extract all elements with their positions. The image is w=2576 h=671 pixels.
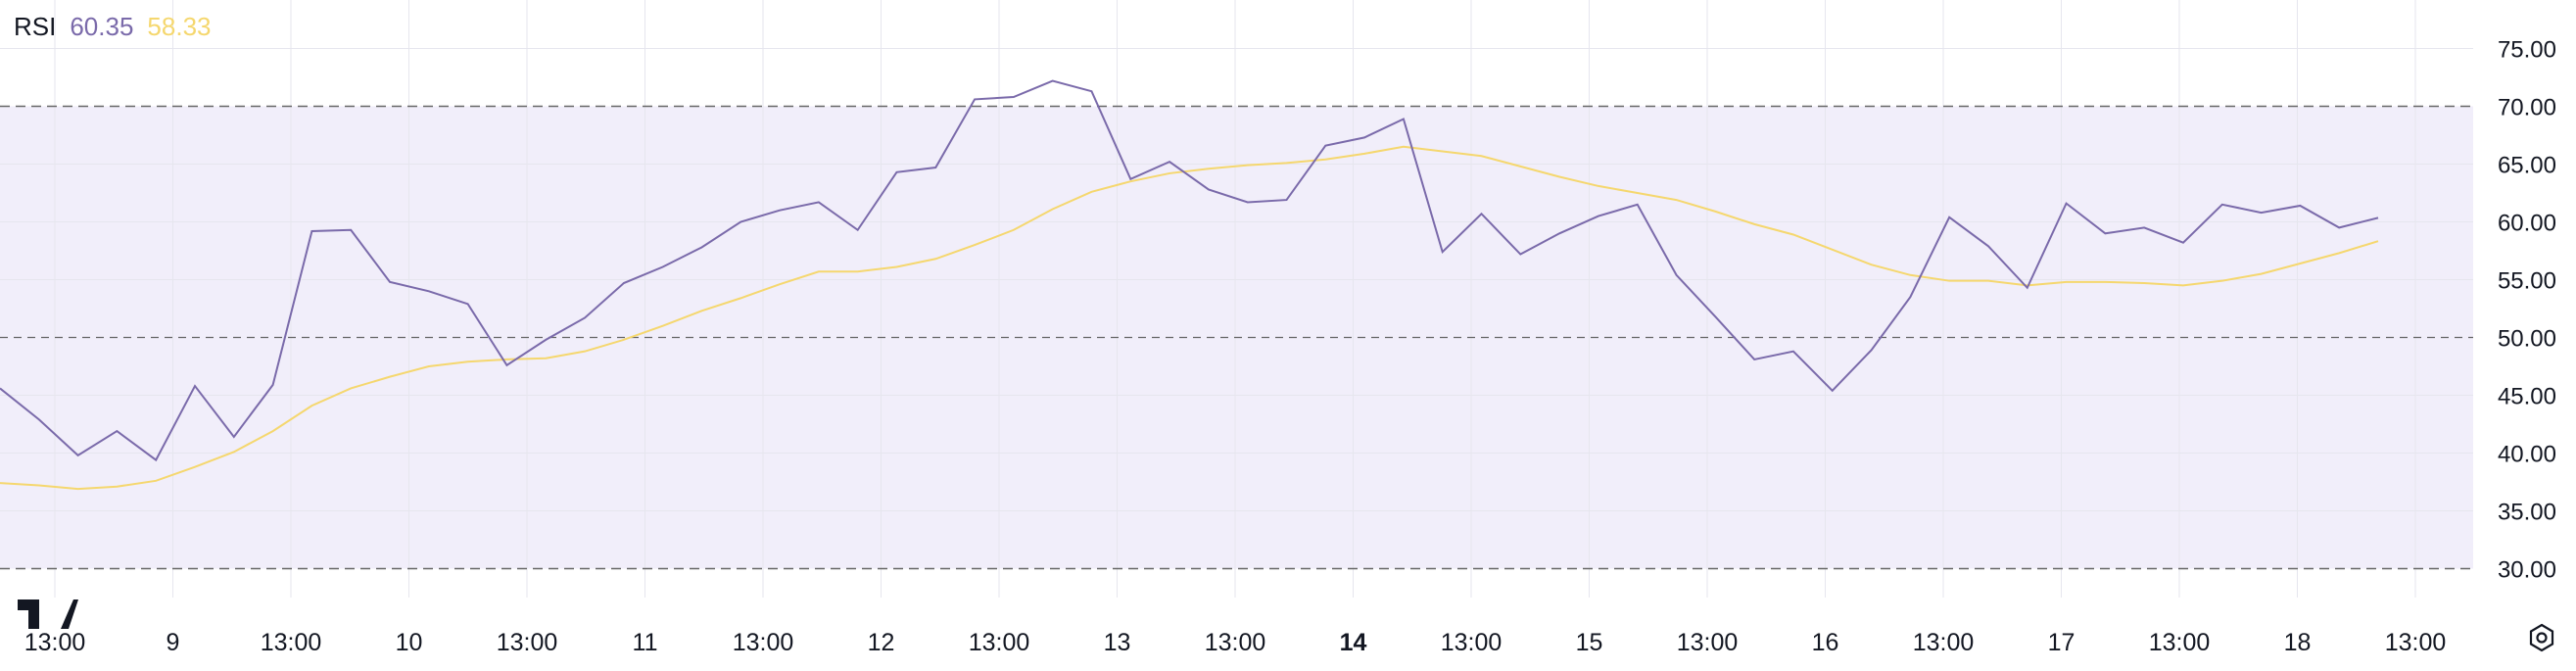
x-tick-label: 13:00 (2385, 629, 2447, 656)
grid-layer (0, 0, 2473, 598)
x-tick-label: 13:00 (1205, 629, 1266, 656)
y-tick-label: 65.00 (2498, 153, 2556, 179)
x-tick-label: 13:00 (497, 629, 558, 656)
legend-indicator-name: RSI (14, 12, 57, 41)
x-tick-label: 13:00 (261, 629, 322, 656)
x-tick-label: 14 (1340, 629, 1367, 656)
y-tick-label: 35.00 (2498, 500, 2556, 526)
y-tick-label: 45.00 (2498, 384, 2556, 410)
legend-rsi-value: 60.35 (70, 12, 134, 41)
x-tick-label: 13:00 (1913, 629, 1975, 656)
x-tick-label: 13:00 (969, 629, 1030, 656)
x-tick-label: 17 (2048, 629, 2075, 656)
x-tick-label: 11 (633, 629, 658, 656)
indicator-legend[interactable]: RSI 60.35 58.33 (14, 12, 212, 42)
x-tick-label: 15 (1576, 629, 1603, 656)
y-tick-label: 70.00 (2498, 95, 2556, 121)
x-tick-label: 18 (2284, 629, 2312, 656)
y-tick-label: 30.00 (2498, 557, 2556, 584)
y-tick-label: 40.00 (2498, 442, 2556, 468)
x-tick-label: 10 (396, 629, 423, 656)
y-tick-label: 50.00 (2498, 326, 2556, 353)
x-tick-label: 13:00 (2149, 629, 2211, 656)
x-tick-label: 13:00 (1677, 629, 1739, 656)
band-lines (0, 105, 2473, 570)
x-tick-label: 13:00 (1441, 629, 1503, 656)
ma-series-line (0, 145, 2379, 491)
settings-gear-icon[interactable] (2527, 623, 2556, 652)
x-tick-label: 12 (868, 629, 895, 656)
x-tick-label: 13:00 (24, 629, 86, 656)
x-tick-label: 16 (1812, 629, 1839, 656)
x-tick-label: 13:00 (733, 629, 794, 656)
legend-ma-value: 58.33 (147, 12, 212, 41)
x-tick-label: 9 (167, 629, 180, 656)
rsi-series-line (0, 79, 2379, 462)
x-axis[interactable]: 13:00 9 13:00 10 13:00 11 13:00 12 13:00 13 13:00 1… (24, 629, 2447, 656)
y-tick-label: 60.00 (2498, 211, 2556, 237)
y-tick-label: 55.00 (2498, 268, 2556, 295)
x-tick-label: 13 (1104, 629, 1131, 656)
tradingview-logo-icon[interactable] (18, 584, 78, 634)
y-axis[interactable]: 75.00 70.00 65.00 60.00 55.00 50.00 45.00 40.00… (2498, 37, 2556, 584)
y-tick-label: 75.00 (2498, 37, 2556, 64)
